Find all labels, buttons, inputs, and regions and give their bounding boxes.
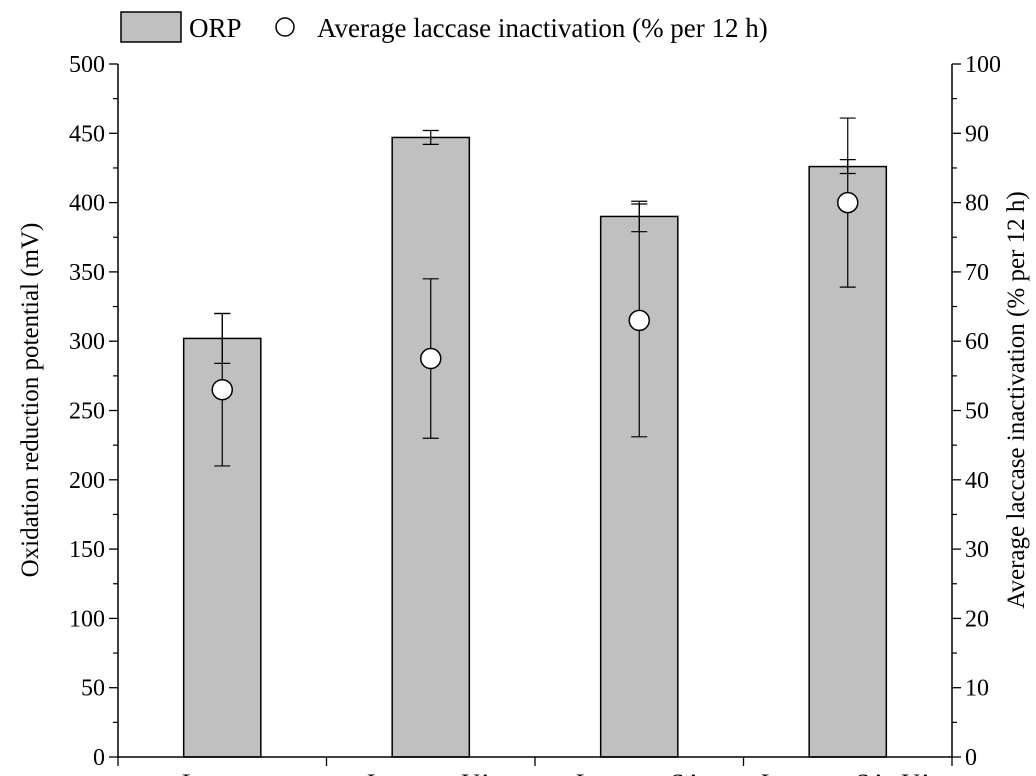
- y-tick-label: 150: [69, 537, 105, 563]
- inactivation-point: [837, 191, 859, 214]
- plot-area: 0 50 100 150 200 250 300 350 400 450 500 0 10 20 30 40 5…: [69, 52, 1001, 776]
- orp-bar: [391, 136, 471, 758]
- legend: ORP Average laccase inactivation (% per …: [120, 11, 768, 43]
- y2-tick-label: 90: [965, 121, 989, 147]
- y2-tick-label: 0: [965, 745, 977, 771]
- y-tick-label: 50: [81, 676, 105, 702]
- x-category-label: Laccase: [182, 770, 262, 776]
- y2-tick-label: 50: [965, 399, 989, 425]
- inactivation-point: [211, 378, 233, 401]
- y2-tick-label: 10: [965, 676, 989, 702]
- y-tick-label: 100: [69, 606, 105, 632]
- y2-axis-label: Average laccase inactivation (% per 12 h…: [1003, 191, 1030, 608]
- y2-tick-label: 30: [965, 537, 989, 563]
- x-category-label: Laccase+SA: [576, 770, 703, 776]
- y2-tick-label: 70: [965, 260, 989, 286]
- y2-tick-label: 20: [965, 606, 989, 632]
- legend-bar-label: ORP: [189, 13, 242, 43]
- x-category-label: Laccase+SA+VA: [761, 770, 935, 776]
- y-tick-label: 250: [69, 399, 105, 425]
- y-tick-label: 500: [69, 52, 105, 78]
- y-tick-label: 200: [69, 468, 105, 494]
- y2-tick-label: 40: [965, 468, 989, 494]
- y-axis-label: Oxidation reduction potential (mV): [17, 223, 44, 578]
- y2-tick-label: 100: [965, 52, 1001, 78]
- legend-circle-marker: [275, 17, 295, 37]
- y-tick-label: 400: [69, 191, 105, 217]
- legend-circle-label: Average laccase inactivation (% per 12 h…: [317, 13, 768, 43]
- y2-tick-label: 80: [965, 191, 989, 217]
- y-tick-label: 350: [69, 260, 105, 286]
- inactivation-point: [628, 309, 650, 332]
- y-tick-label: 300: [69, 329, 105, 355]
- legend-bar-swatch: [120, 11, 182, 43]
- y2-tick-label: 60: [965, 329, 989, 355]
- x-category-label: Laccase+VA: [367, 770, 494, 776]
- y-tick-label: 450: [69, 121, 105, 147]
- inactivation-point: [420, 347, 442, 370]
- y-tick-label: 0: [93, 745, 105, 771]
